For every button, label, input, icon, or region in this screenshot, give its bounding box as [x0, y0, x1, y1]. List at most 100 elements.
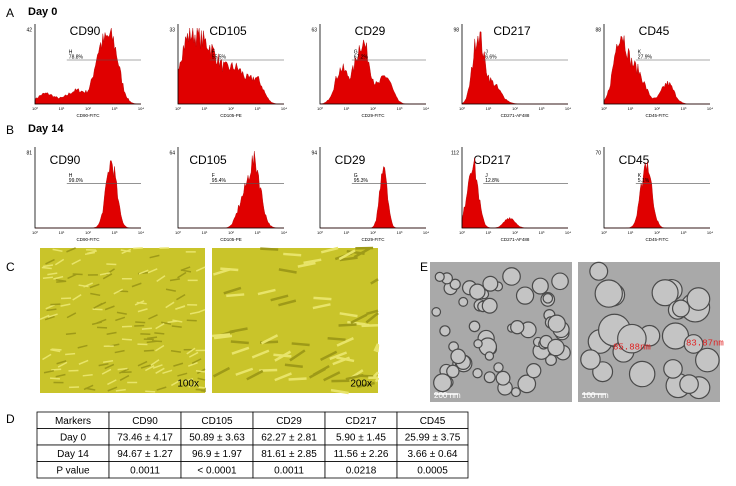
histogram	[604, 162, 710, 228]
x-tick-label: 10⁰	[601, 106, 607, 111]
table-text: 0.0218	[346, 465, 377, 476]
gate-percent: 55.5%	[212, 54, 227, 60]
vesicle	[532, 278, 548, 294]
cell	[142, 328, 152, 329]
vesicle	[470, 284, 485, 299]
vesicle	[552, 273, 568, 289]
cell	[66, 333, 76, 334]
x-tick-label: 10²	[228, 230, 234, 235]
x-tick-label: 10⁴	[423, 106, 429, 111]
cell	[83, 375, 93, 376]
vesicle	[494, 363, 503, 372]
cell	[135, 322, 145, 323]
x-tick-label: 10²	[512, 106, 518, 111]
marker-label: CD217	[493, 24, 531, 38]
table-text: 81.61 ± 2.85	[261, 449, 317, 460]
vesicle	[496, 371, 510, 385]
y-max-label: 33	[169, 27, 175, 33]
vesicle	[435, 272, 444, 281]
x-tick-label: 10¹	[628, 106, 634, 111]
x-tick-label: 10⁴	[138, 230, 144, 235]
y-max-label: 98	[453, 27, 459, 33]
vesicle	[432, 308, 441, 317]
y-max-label: 63	[311, 27, 317, 33]
vesicle	[469, 321, 479, 331]
cell	[154, 333, 164, 334]
vesicle	[629, 361, 654, 386]
table-text: 11.56 ± 2.26	[334, 449, 389, 460]
vesicle	[595, 280, 622, 307]
table-text: 3.66 ± 0.64	[408, 449, 458, 460]
cell	[43, 277, 53, 278]
x-tick-label: 10⁰	[317, 230, 323, 235]
y-max-label: 64	[169, 150, 175, 156]
x-axis-label: CD271-AF488	[501, 113, 530, 118]
vesicle	[484, 372, 495, 383]
x-axis-label: CD90-FITC	[76, 113, 100, 118]
marker-label: CD105	[209, 24, 247, 38]
table-text: 73.46 ± 4.17	[117, 432, 173, 443]
table-text: 0.0011	[274, 465, 304, 476]
table-text: 96.9 ± 1.97	[192, 449, 242, 460]
table-text: 0.0011	[130, 465, 160, 476]
cell	[231, 341, 249, 343]
gate-percent: 5.1%	[638, 178, 650, 184]
cell	[145, 391, 155, 392]
vesicle	[485, 352, 493, 360]
vesicle	[511, 321, 524, 334]
x-tick-label: 10²	[228, 106, 234, 111]
vesicle	[673, 300, 690, 317]
x-tick-label: 10²	[85, 106, 91, 111]
x-tick-label: 10³	[397, 230, 403, 235]
marker-label: CD105	[189, 153, 227, 167]
table-text: P value	[56, 465, 90, 476]
x-tick-label: 10⁰	[175, 106, 181, 111]
cell	[106, 264, 116, 265]
x-tick-label: 10¹	[344, 106, 350, 111]
cell	[73, 274, 83, 275]
x-tick-label: 10³	[255, 230, 261, 235]
histogram	[320, 40, 426, 104]
x-tick-label: 10⁴	[138, 106, 144, 111]
panel-letter: D	[6, 412, 15, 426]
x-tick-label: 10³	[397, 106, 403, 111]
gate-percent: 99.0%	[69, 178, 84, 184]
x-tick-label: 10³	[255, 106, 261, 111]
table-text: Markers	[55, 416, 91, 427]
x-tick-label: 10¹	[59, 106, 65, 111]
magnification: 100x	[177, 379, 199, 390]
marker-label: CD90	[50, 153, 81, 167]
x-tick-label: 10⁰	[32, 106, 38, 111]
gate-percent: 95.3%	[354, 178, 369, 184]
x-tick-label: 10⁰	[601, 230, 607, 235]
vesicle	[483, 276, 498, 291]
histogram	[35, 161, 141, 228]
vesicle	[474, 340, 482, 348]
x-tick-label: 10⁰	[459, 230, 465, 235]
y-max-label: 112	[451, 150, 459, 156]
y-max-label: 42	[26, 27, 32, 33]
x-tick-label: 10³	[681, 106, 687, 111]
x-tick-label: 10⁴	[707, 230, 713, 235]
gate-percent: 6.6%	[485, 54, 497, 60]
table-text: CD217	[345, 416, 377, 427]
x-tick-label: 10²	[654, 230, 660, 235]
measurement: 85.88nm	[613, 342, 651, 352]
y-max-label: 88	[595, 27, 601, 33]
table-text: Day 14	[57, 449, 89, 460]
cell	[226, 294, 244, 295]
x-tick-label: 10²	[370, 106, 376, 111]
x-tick-label: 10⁴	[565, 230, 571, 235]
x-tick-label: 10²	[512, 230, 518, 235]
x-axis-label: CD45-FITC	[645, 237, 669, 242]
gate-percent: 95.4%	[212, 178, 227, 184]
x-tick-label: 10³	[539, 106, 545, 111]
x-tick-label: 10¹	[59, 230, 65, 235]
cell	[199, 387, 205, 388]
x-axis-label: CD45-FITC	[645, 113, 669, 118]
cell	[51, 369, 61, 370]
scale-label: 100 nm	[582, 391, 609, 400]
vesicle	[590, 262, 608, 280]
table-text: < 0.0001	[197, 465, 237, 476]
x-tick-label: 10⁴	[281, 106, 287, 111]
